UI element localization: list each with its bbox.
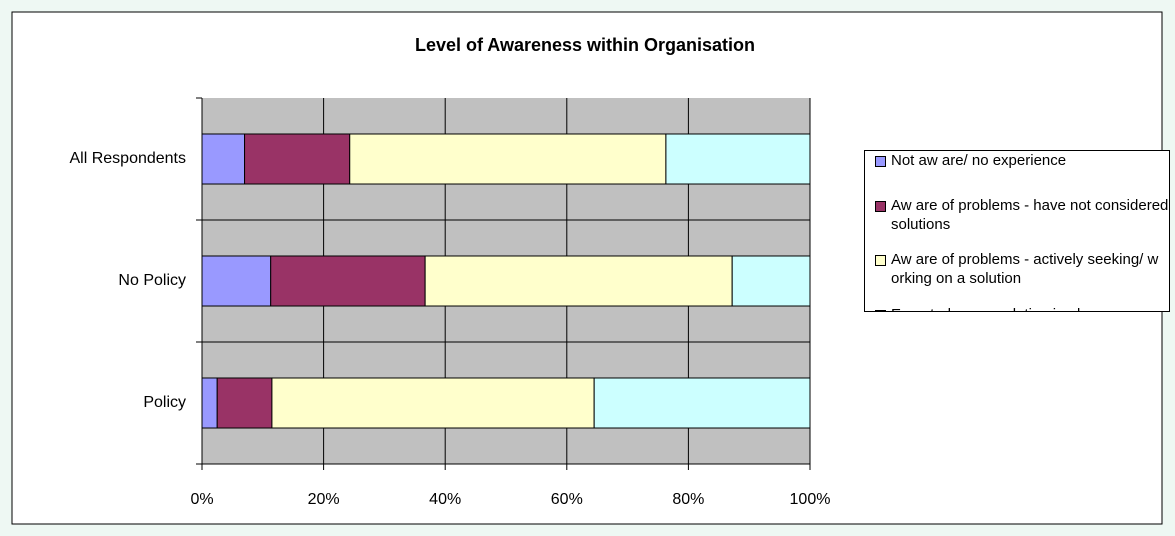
bar-segment [270,255,426,307]
y-tick-label: All Respondents [69,150,186,167]
x-tick-label: 40% [429,491,461,508]
y-tick-label: No Policy [118,272,186,289]
bar-segment [201,377,218,429]
bar-segment [271,377,595,429]
x-tick-label: 0% [190,491,213,508]
legend-swatch [875,201,886,212]
bar-segment [244,133,351,185]
legend-swatch [875,255,886,266]
legend-item: Not aw are/ no experience [875,151,1169,170]
legend-label: Expert - have a solution in place or pla… [891,305,1169,311]
legend-label: Not aw are/ no experience [891,152,1067,169]
y-tick-label: Policy [143,394,186,411]
legend-label: Aw are of problems - have not considered… [891,197,1169,233]
legend-item: Aw are of problems - have not considered… [875,196,1169,234]
bar-segment [201,133,246,185]
legend-item: Expert - have a solution in place or pla… [875,305,1169,311]
x-tick-label: 100% [790,491,831,508]
bar-segment [593,377,811,429]
x-tick-label: 20% [308,491,340,508]
bar-segment [216,377,273,429]
x-tick-label: 80% [672,491,704,508]
bar-segment [424,255,733,307]
legend: Not aw are/ no experience Aw are of probl… [864,150,1170,312]
legend-item: Aw are of problems - actively seeking/ w… [875,250,1169,288]
legend-label: Aw are of problems - actively seeking/ w… [891,251,1159,287]
x-tick-label: 60% [551,491,583,508]
bar-segment [665,133,811,185]
legend-swatch [875,310,886,311]
bar-segment [349,133,667,185]
legend-swatch [875,156,886,167]
chart-title: Level of Awareness within Organisation [415,35,755,55]
bar-segment [731,255,811,307]
bar-segment [201,255,272,307]
